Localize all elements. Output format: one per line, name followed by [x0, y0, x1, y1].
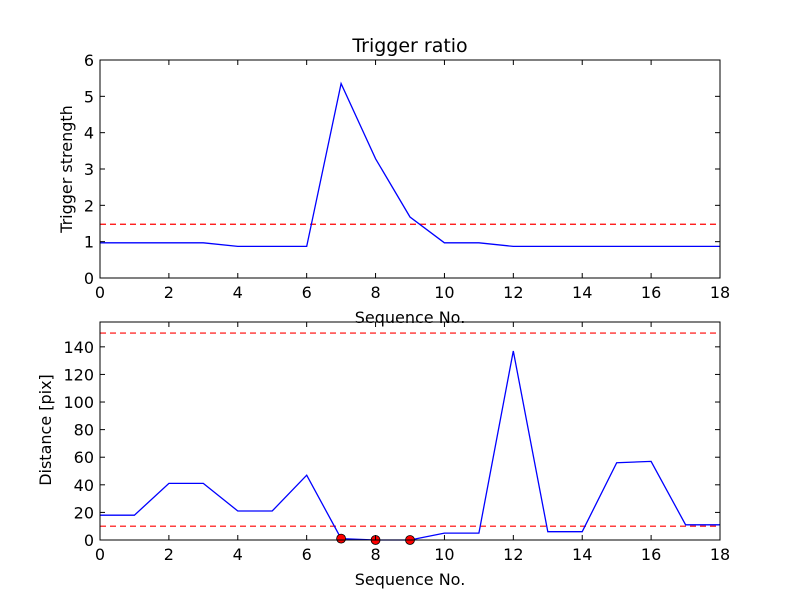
bottom-x-tick-label: 12	[503, 545, 523, 564]
top-x-tick-label: 10	[434, 283, 454, 302]
top-x-axis-label: Sequence No.	[355, 308, 466, 327]
bottom-x-axis-label: Sequence No.	[355, 570, 466, 589]
top-x-tick-label: 16	[641, 283, 661, 302]
bottom-x-tick-label: 18	[710, 545, 730, 564]
top-x-tick-label: 14	[572, 283, 592, 302]
top-x-tick-label: 8	[370, 283, 380, 302]
bottom-x-tick-label: 10	[434, 545, 454, 564]
top-y-tick-label: 5	[84, 87, 94, 106]
top-series-line-0	[100, 81, 720, 248]
bottom-y-axis-label: Distance [pix]	[36, 374, 55, 486]
top-x-tick-label: 4	[233, 283, 243, 302]
bottom-x-tick-label: 16	[641, 545, 661, 564]
top-y-tick-label: 4	[84, 124, 94, 143]
top-y-tick-label: 3	[84, 160, 94, 179]
top-x-tick-label: 2	[164, 283, 174, 302]
bottom-x-tick-label: 6	[302, 545, 312, 564]
top-y-tick-label: 0	[84, 269, 94, 288]
top-x-tick-label: 6	[302, 283, 312, 302]
bottom-y-tick-label: 140	[63, 338, 94, 357]
bottom-x-tick-label: 0	[95, 545, 105, 564]
bottom-x-tick-label: 4	[233, 545, 243, 564]
top-chart-title: Trigger ratio	[351, 35, 467, 57]
bottom-y-tick-label: 40	[74, 476, 94, 495]
bottom-y-tick-label: 120	[63, 365, 94, 384]
bottom-plot-frame	[99, 321, 721, 541]
top-y-tick-label: 6	[84, 51, 94, 70]
bottom-y-tick-label: 80	[74, 421, 94, 440]
top-x-tick-label: 12	[503, 283, 523, 302]
bottom-x-tick-label: 14	[572, 545, 592, 564]
top-x-tick-label: 0	[95, 283, 105, 302]
bottom-x-tick-label: 2	[164, 545, 174, 564]
bottom-y-tick-label: 60	[74, 448, 94, 467]
top-chart: Trigger ratio Sequence No. Trigger stren…	[57, 35, 730, 327]
bottom-x-tick-label: 8	[370, 545, 380, 564]
top-y-tick-label: 2	[84, 196, 94, 215]
bottom-chart: Sequence No. Distance [pix] 0 2 4 6 8 10 12 14 1…	[36, 321, 730, 589]
bottom-series-line-0	[100, 350, 720, 541]
bottom-y-tick-label: 20	[74, 503, 94, 522]
top-y-tick-label: 1	[84, 233, 94, 252]
bottom-y-tick-label: 0	[84, 531, 94, 550]
top-x-tick-label: 18	[710, 283, 730, 302]
top-plot-frame	[99, 59, 721, 279]
bottom-y-tick-label: 100	[63, 393, 94, 412]
top-y-axis-label: Trigger strength	[57, 105, 76, 234]
bottom-marker-point	[336, 533, 347, 544]
